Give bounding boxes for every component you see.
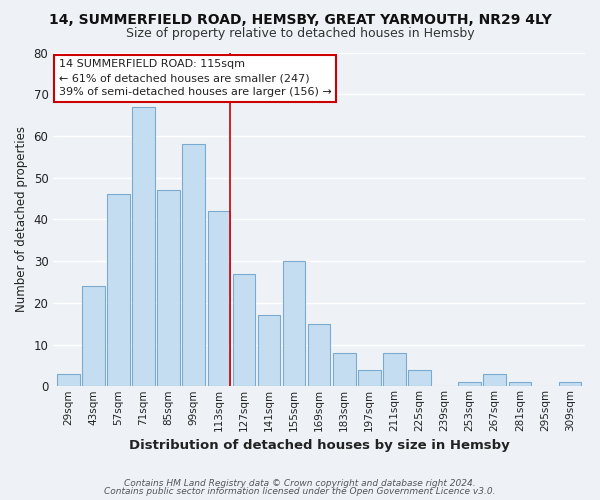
Bar [383, 353, 406, 386]
Bar [559, 382, 581, 386]
Bar [182, 144, 205, 386]
Bar [107, 194, 130, 386]
Bar [82, 286, 105, 386]
Bar [233, 274, 255, 386]
Bar [283, 261, 305, 386]
Text: Contains HM Land Registry data © Crown copyright and database right 2024.: Contains HM Land Registry data © Crown c… [124, 478, 476, 488]
Bar [509, 382, 531, 386]
Bar [208, 211, 230, 386]
Text: 14 SUMMERFIELD ROAD: 115sqm
← 61% of detached houses are smaller (247)
39% of se: 14 SUMMERFIELD ROAD: 115sqm ← 61% of det… [59, 59, 331, 97]
Y-axis label: Number of detached properties: Number of detached properties [15, 126, 28, 312]
Text: 14, SUMMERFIELD ROAD, HEMSBY, GREAT YARMOUTH, NR29 4LY: 14, SUMMERFIELD ROAD, HEMSBY, GREAT YARM… [49, 12, 551, 26]
Bar [333, 353, 356, 386]
Text: Contains public sector information licensed under the Open Government Licence v3: Contains public sector information licen… [104, 487, 496, 496]
Bar [57, 374, 80, 386]
Bar [132, 106, 155, 386]
Bar [484, 374, 506, 386]
Bar [458, 382, 481, 386]
Bar [358, 370, 380, 386]
Bar [257, 316, 280, 386]
X-axis label: Distribution of detached houses by size in Hemsby: Distribution of detached houses by size … [129, 440, 509, 452]
Bar [308, 324, 331, 386]
Bar [408, 370, 431, 386]
Text: Size of property relative to detached houses in Hemsby: Size of property relative to detached ho… [125, 28, 475, 40]
Bar [157, 190, 180, 386]
